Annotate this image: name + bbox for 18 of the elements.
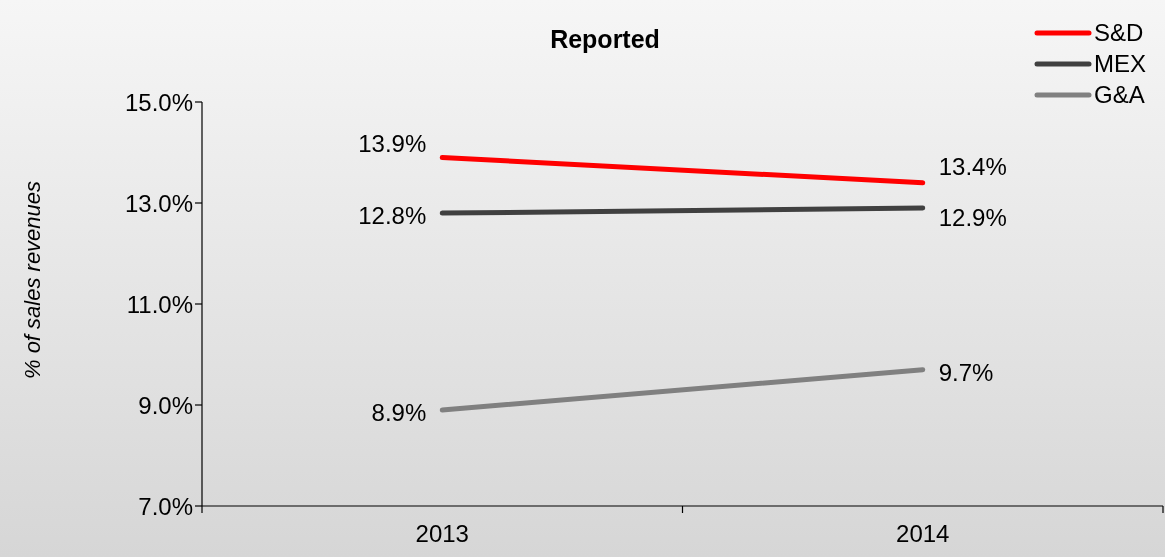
legend-label: S&D: [1093, 18, 1144, 48]
y-tick-label: 11.0%: [126, 290, 193, 318]
y-tick-label: 15.0%: [124, 88, 193, 116]
data-label: 8.9%: [371, 399, 427, 427]
legend-label: MEX: [1093, 49, 1146, 79]
data-label: 13.4%: [938, 153, 1007, 181]
chart-title: Reported: [549, 25, 661, 54]
legend-label: G&A: [1093, 80, 1145, 110]
data-label: 13.9%: [358, 129, 427, 157]
y-tick-label: 13.0%: [124, 189, 193, 217]
y-tick-label: 7.0%: [138, 492, 193, 520]
x-tick-label: 2014: [896, 520, 950, 547]
y-tick-label: 9.0%: [138, 391, 193, 419]
data-label: 9.7%: [938, 359, 994, 387]
data-label: 12.8%: [358, 201, 427, 229]
x-tick-label: 2013: [415, 520, 469, 547]
y-axis-title: % of sales revenues: [19, 180, 45, 380]
data-label: 12.9%: [938, 204, 1007, 232]
